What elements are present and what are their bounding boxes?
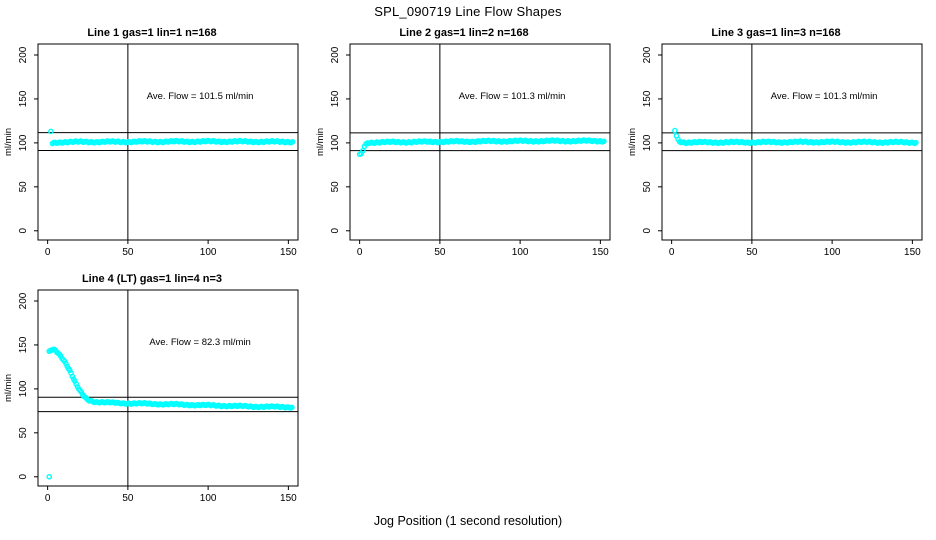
x-tick-label: 100 — [200, 493, 217, 504]
y-tick-label: 100 — [18, 380, 29, 397]
x-tick-label: 100 — [824, 247, 841, 258]
panel-line-1: Line 1 gas=1 lin=1 n=168 0 50 100 150 0 50 100… — [2, 26, 302, 264]
y-tick-label: 150 — [18, 336, 29, 353]
data-point — [601, 138, 607, 145]
ave-flow-annotation: Ave. Flow = 101.5 ml/min — [147, 91, 254, 102]
y-tick-label: 100 — [330, 134, 341, 151]
ave-flow-annotation: Ave. Flow = 101.3 ml/min — [771, 91, 878, 102]
x-tick-label: 0 — [357, 247, 363, 258]
y-tick-label: 50 — [330, 181, 341, 193]
x-tick-label: 150 — [280, 493, 297, 504]
y-tick-label: 100 — [18, 134, 29, 151]
x-tick-label: 0 — [669, 247, 675, 258]
plot-box — [37, 289, 299, 487]
plot-box — [37, 43, 299, 241]
x-axis-label: Jog Position (1 second resolution) — [373, 514, 563, 528]
y-tick-label: 50 — [18, 181, 29, 193]
x-tick-label: 100 — [200, 247, 217, 258]
ave-flow-annotation: Ave. Flow = 82.3 ml/min — [149, 337, 250, 348]
x-tick-label: 0 — [45, 493, 51, 504]
x-tick-label: 150 — [904, 247, 921, 258]
data-point — [672, 127, 678, 134]
y-tick-label: 150 — [330, 90, 341, 107]
y-tick-label: 0 — [642, 228, 653, 234]
x-tick-label: 50 — [122, 247, 134, 258]
x-tick-label: 50 — [122, 493, 134, 504]
y-tick-label: 200 — [330, 46, 341, 63]
x-tick-label: 150 — [280, 247, 297, 258]
y-tick-label: 200 — [18, 292, 29, 309]
panel-title-line-1: Line 1 gas=1 lin=1 n=168 — [87, 27, 217, 39]
data-point — [913, 139, 919, 146]
y-tick-label: 0 — [18, 474, 29, 480]
y-tick-label: 50 — [18, 427, 29, 439]
data-point — [289, 404, 295, 411]
data-point — [360, 147, 366, 154]
x-tick-label: 50 — [746, 247, 758, 258]
y-tick-label: 150 — [18, 90, 29, 107]
line-2-chart: 0 50 100 150 0 50 100 150 200 ml/min Ave. Flow = 1… — [315, 43, 611, 258]
y-tick-label: 0 — [330, 228, 341, 234]
line-3-chart: 0 50 100 150 0 50 100 150 200 ml/min Ave. Flow = 1… — [627, 43, 923, 258]
y-axis-label: ml/min — [315, 128, 326, 156]
panel-line-2: Line 2 gas=1 lin=2 n=168 0 50 100 150 0 50 100… — [314, 26, 614, 264]
line-4-chart: 0 50 100 150 0 50 100 150 200 ml/min Ave. Flow = 8… — [3, 289, 299, 504]
panel-line-4: Line 4 (LT) gas=1 lin=4 n=3 0 50 100 150 0 50… — [2, 272, 302, 510]
plot-box — [661, 43, 923, 241]
data-point — [46, 473, 53, 480]
x-tick-label: 50 — [434, 247, 446, 258]
panel-line-3: Line 3 gas=1 lin=3 n=168 0 50 100 150 0 50 100… — [626, 26, 926, 264]
x-tick-label: 150 — [592, 247, 609, 258]
ave-flow-annotation: Ave. Flow = 101.3 ml/min — [459, 91, 566, 102]
y-tick-label: 100 — [642, 134, 653, 151]
panel-title-line-3: Line 3 gas=1 lin=3 n=168 — [711, 27, 841, 39]
plot-box — [349, 43, 611, 241]
y-axis-label: ml/min — [3, 128, 14, 156]
panel-title-line-4: Line 4 (LT) gas=1 lin=4 n=3 — [81, 273, 223, 285]
data-point — [289, 138, 296, 145]
data-point — [63, 360, 69, 367]
y-tick-label: 0 — [18, 228, 29, 234]
main-title: SPL_090719 Line Flow Shapes — [374, 4, 562, 19]
y-tick-label: 50 — [642, 181, 653, 193]
y-axis-label: ml/min — [627, 128, 638, 156]
y-tick-label: 200 — [18, 46, 29, 63]
data-point — [48, 128, 54, 135]
y-axis-label: ml/min — [3, 374, 14, 402]
y-tick-label: 150 — [642, 90, 653, 107]
panel-title-line-2: Line 2 gas=1 lin=2 n=168 — [399, 27, 529, 39]
x-tick-label: 100 — [512, 247, 529, 258]
y-tick-label: 200 — [642, 46, 653, 63]
line-1-chart: 0 50 100 150 0 50 100 150 200 ml/min Ave. Flow = 1… — [3, 43, 299, 258]
x-tick-label: 0 — [45, 247, 51, 258]
